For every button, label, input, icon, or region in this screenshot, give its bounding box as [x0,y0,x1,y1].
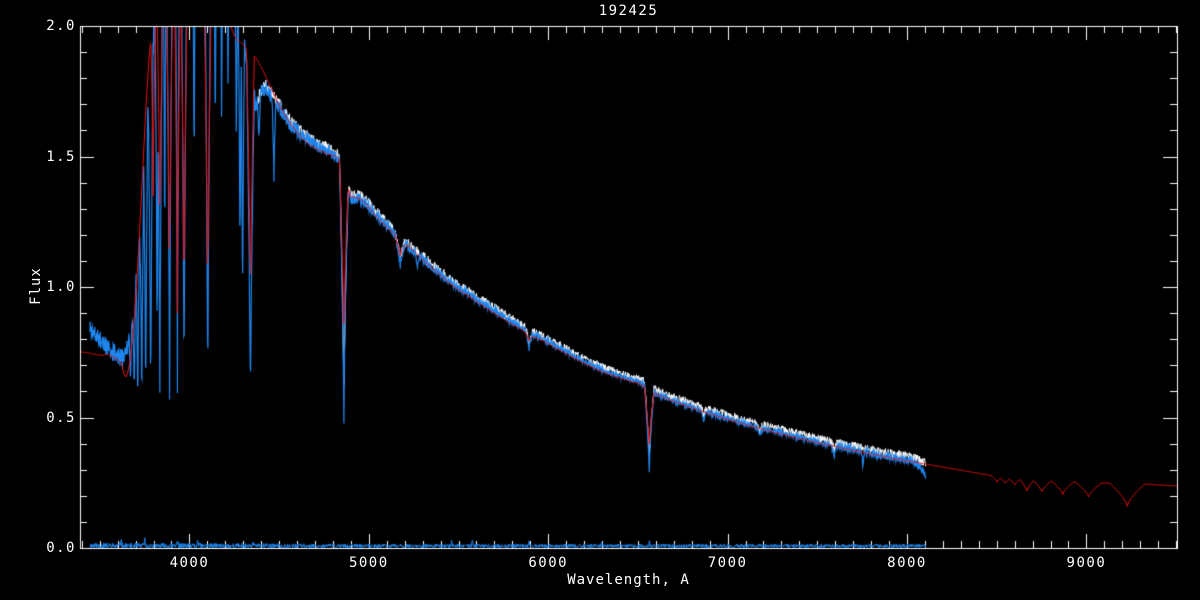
y-tick-label: 2.0 [46,18,76,34]
x-tick-label: 7000 [707,555,748,571]
y-tick-label: 0.0 [46,540,76,556]
x-tick-label: 8000 [887,555,927,571]
y-tick-label: 0.5 [46,409,76,426]
x-tick-label: 6000 [528,555,569,571]
y-tick-label: 1.0 [46,279,76,295]
x-tick-label: 4000 [169,555,210,571]
x-tick-label: 5000 [348,555,389,571]
chart-title: 192425 [598,3,659,19]
x-axis-label: Wavelength, A [567,572,690,588]
x-tick-label: 9000 [1066,555,1107,571]
y-tick-label: 1.5 [46,148,76,165]
